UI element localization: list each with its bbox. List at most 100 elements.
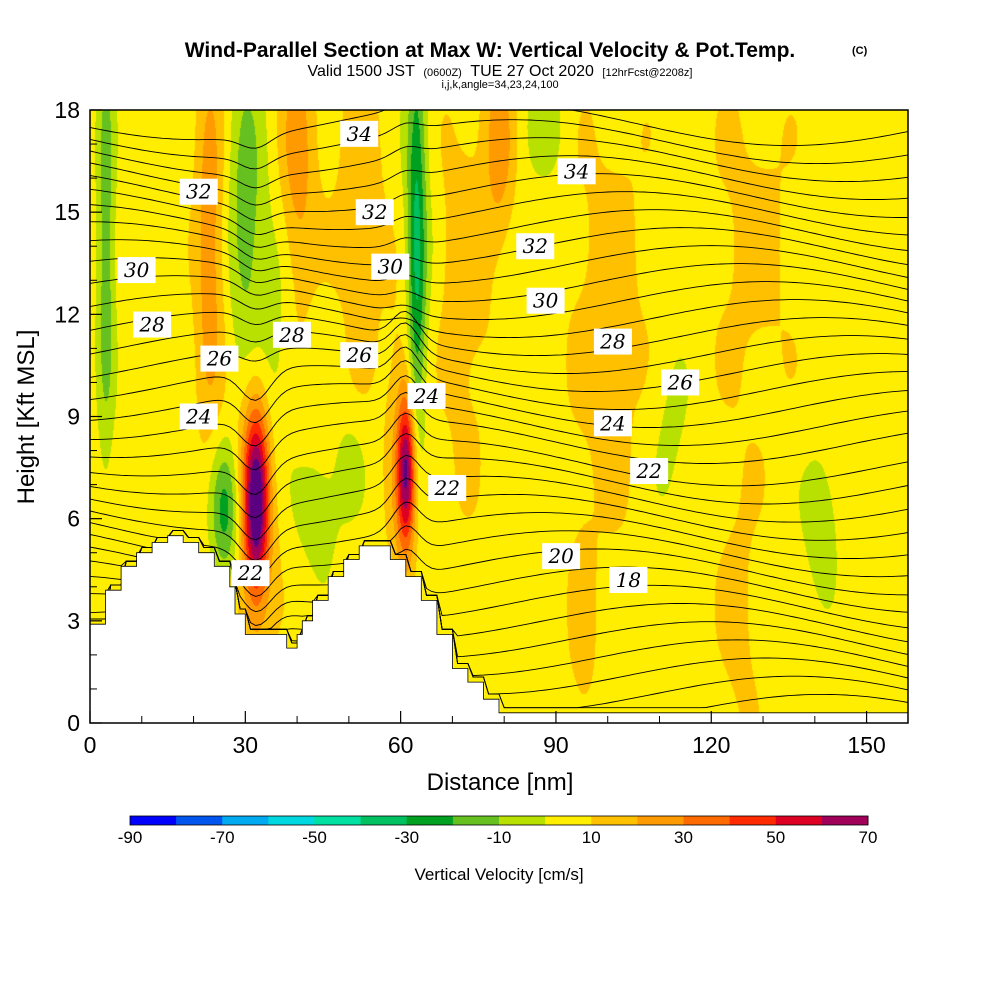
subtitle-indices: i,j,k,angle=34,23,24,100 — [441, 79, 558, 91]
theta-contour — [89, 155, 909, 206]
subtitle-utc: (0600Z) — [423, 67, 462, 79]
theta-label-box — [231, 560, 270, 587]
copyright-mark: (C) — [852, 45, 868, 57]
plot-area: 34 34 32 32 32 30 30 30 28 28 28 26 26 26 24 24 24 22 22 22… — [89, 109, 909, 724]
theta-label-box — [542, 543, 581, 570]
theta-labels: 34 34 32 32 32 30 30 30 28 28 28 26 26 26 24 24 24 22 22 22… — [117, 120, 700, 593]
theta-contour — [89, 454, 909, 541]
y-tick-label: 15 — [54, 199, 80, 225]
theta-contour — [89, 525, 909, 597]
theta-label-box — [272, 321, 311, 348]
axes: 0 30 60 90 120 150 0 3 6 9 12 15 18 — [54, 97, 885, 758]
theta-label-box — [355, 199, 394, 226]
theta-label: 22 — [434, 476, 460, 500]
theta-label-box — [661, 369, 700, 396]
subtitle-forecast: [12hrFcst@2208z] — [602, 67, 692, 79]
chart-title: Wind-Parallel Section at Max W: Vertical… — [185, 39, 796, 62]
colorbar-swatch — [314, 816, 362, 825]
colorbar-swatch — [775, 816, 823, 825]
theta-contour — [89, 119, 909, 170]
theta-label: 30 — [124, 258, 150, 282]
theta-label: 26 — [666, 370, 693, 394]
theta-contours — [89, 109, 909, 709]
theta-label: 34 — [564, 159, 589, 183]
theta-label: 26 — [345, 343, 372, 367]
colorbar-swatch — [729, 816, 777, 825]
colorbar-tick-label: -90 — [118, 828, 143, 847]
theta-label: 32 — [362, 200, 387, 224]
y-tick-label: 18 — [54, 97, 80, 123]
theta-label: 32 — [186, 180, 211, 204]
theta-label: 18 — [616, 568, 641, 592]
theta-contour — [89, 412, 909, 495]
colorbar: -90 -70 -50 -30 -10 10 30 50 70 — [118, 815, 877, 847]
x-tick-label: 30 — [233, 732, 259, 758]
colorbar-swatch — [222, 816, 269, 825]
colorbar-swatch — [130, 816, 177, 825]
theta-label-box — [340, 342, 379, 369]
colorbar-frame — [129, 815, 869, 826]
theta-label-box — [340, 120, 379, 147]
theta-label-box — [117, 257, 156, 284]
theta-contour — [89, 477, 909, 561]
theta-contour — [89, 375, 909, 447]
theta-label-box — [407, 383, 446, 410]
terrain-layer — [89, 535, 909, 724]
theta-label-box — [179, 403, 218, 430]
theta-label-box — [609, 566, 648, 593]
theta-label-box — [133, 311, 172, 338]
theta-label: 28 — [138, 313, 164, 337]
theta-label-box — [593, 328, 632, 355]
theta-label-box — [200, 345, 239, 372]
theta-contour — [89, 275, 909, 321]
theta-contour — [89, 137, 909, 189]
colorbar-swatch — [499, 816, 546, 825]
theta-contour — [89, 433, 909, 519]
colorbar-tick-label: -10 — [487, 828, 512, 847]
theta-label-box — [557, 158, 596, 185]
theta-label: 22 — [237, 561, 263, 585]
theta-contour — [89, 360, 909, 428]
theta-label-box — [179, 178, 218, 205]
theta-label: 26 — [206, 347, 233, 371]
theta-label: 22 — [635, 459, 661, 483]
theta-contour — [89, 310, 909, 357]
theta-contour — [89, 221, 909, 266]
theta-label-box — [516, 233, 555, 260]
theta-label: 30 — [533, 289, 559, 313]
subtitle-date: TUE 27 Oct 2020 — [470, 63, 594, 80]
colorbar-swatch — [360, 816, 408, 825]
x-tick-label: 120 — [692, 732, 730, 758]
theta-label: 20 — [547, 544, 574, 568]
theta-label: 24 — [413, 384, 439, 408]
colorbar-swatch — [637, 816, 684, 825]
colorbar-tick-label: -50 — [302, 828, 327, 847]
colorbar-swatch — [406, 816, 454, 825]
theta-label-box — [630, 457, 669, 484]
colorbar-tick-label: 30 — [674, 828, 693, 847]
theta-label-box — [371, 253, 410, 280]
y-tick-label: 3 — [67, 608, 80, 634]
colorbar-swatch — [176, 816, 223, 825]
colorbar-tick-label: 50 — [766, 828, 785, 847]
colorbar-swatch — [452, 816, 500, 825]
x-tick-label: 90 — [543, 732, 569, 758]
x-tick-label: 60 — [388, 732, 414, 758]
colorbar-swatch — [268, 816, 315, 825]
subtitle-valid: Valid 1500 JST — [308, 63, 416, 80]
theta-label-box — [526, 287, 565, 314]
theta-contour — [89, 257, 909, 303]
theta-label: 24 — [599, 411, 625, 435]
theta-contour — [89, 204, 909, 252]
theta-label: 34 — [346, 122, 371, 146]
y-axis-label: Height [Kft MSL] — [13, 330, 40, 505]
colorbar-swatch — [821, 816, 869, 825]
x-tick-label: 0 — [84, 732, 97, 758]
x-axis-label: Distance [nm] — [427, 769, 574, 796]
colorbar-tick-label: 10 — [582, 828, 601, 847]
theta-contour — [89, 188, 909, 236]
colorbar-swatch — [545, 816, 592, 825]
colorbar-swatch — [683, 816, 731, 825]
theta-label-box — [593, 410, 632, 437]
